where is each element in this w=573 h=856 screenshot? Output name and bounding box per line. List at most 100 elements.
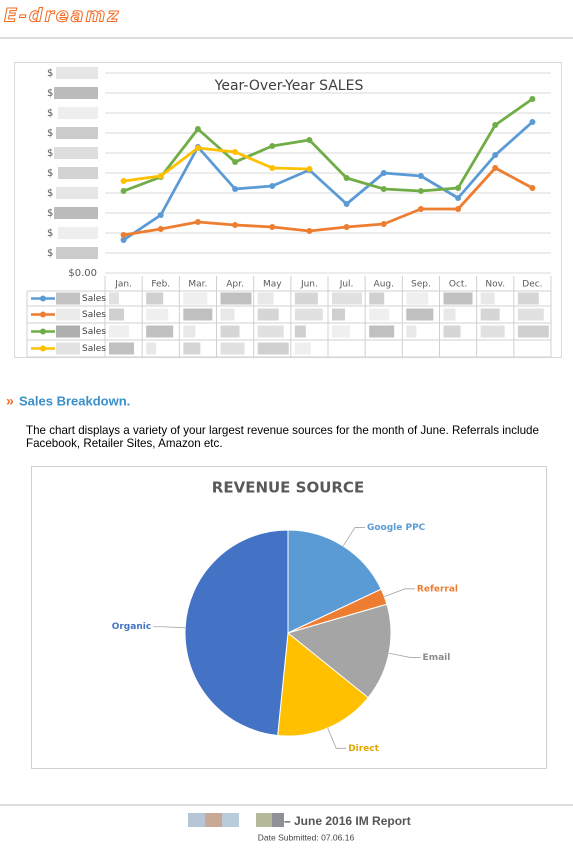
x-tick-label: Jun. [300, 280, 318, 290]
blurred-amount [58, 167, 98, 179]
data-point [492, 122, 499, 128]
blurred-cell [294, 292, 318, 305]
data-point [194, 145, 201, 151]
data-point [380, 170, 387, 176]
blurred-cell [369, 292, 385, 305]
blurred-cell [220, 308, 235, 321]
pie-slice [287, 529, 382, 634]
blurred-cell [517, 308, 544, 321]
data-point [157, 212, 164, 218]
blurred-cell [406, 292, 429, 305]
blurred-name [256, 813, 272, 827]
blurred-cell [480, 325, 505, 338]
blurred-amount [54, 207, 98, 219]
data-point [492, 165, 499, 171]
x-tick-label: Dec. [522, 280, 542, 290]
data-point [269, 224, 276, 230]
blurred-cell [146, 308, 169, 321]
blurred-amount [54, 87, 98, 99]
chart-title: Year-Over-Year SALES [214, 78, 364, 94]
legend-dot [40, 345, 46, 352]
x-tick-label: Jul. [339, 280, 354, 290]
y-tick-label: $ [47, 248, 53, 259]
data-point [232, 149, 239, 155]
blurred-cell [294, 325, 306, 338]
blurred-cell [257, 342, 289, 355]
y-tick-label: $ [47, 228, 53, 239]
x-tick-label: Feb. [151, 280, 170, 290]
data-point [120, 188, 127, 194]
y-tick-label: $ [47, 168, 53, 179]
blurred-amount [54, 147, 98, 159]
data-point [455, 206, 462, 212]
legend-label: Sales [82, 310, 106, 320]
blurred-cell [109, 325, 129, 338]
slice-label: Google PPC [367, 523, 426, 533]
y-tick-label: $ [47, 128, 53, 139]
series-line [123, 166, 534, 237]
data-point [232, 186, 239, 192]
data-point [380, 186, 387, 192]
data-point [529, 96, 536, 102]
x-tick-label: Apr. [226, 280, 244, 290]
data-point [380, 221, 387, 227]
legend-label: Sales [82, 327, 106, 337]
legend-label: Sales [82, 344, 106, 354]
blurred-cell [220, 342, 245, 355]
blurred-cell [480, 308, 500, 321]
blurred-cell [369, 308, 390, 321]
blurred-amount [58, 107, 98, 119]
data-point [343, 175, 350, 181]
blurred-cell [443, 292, 473, 305]
section-heading: Sales Breakdown. [19, 393, 130, 408]
data-point [194, 126, 201, 132]
blurred-cell [183, 292, 208, 305]
y-tick-label: $ [47, 208, 53, 219]
section-text-box: The chart displays a variety of your lar… [26, 424, 539, 450]
data-point [120, 232, 127, 238]
blurred-name [56, 308, 80, 321]
legend-dot [40, 311, 46, 318]
series-line [123, 97, 534, 193]
slice-label: Referral [417, 584, 458, 594]
data-point [157, 226, 164, 232]
x-tick-label: Sep. [411, 280, 431, 290]
blurred-cell [220, 325, 240, 338]
logo: E-dreamz [4, 5, 120, 27]
chart-title: REVENUE SOURCE [212, 479, 364, 497]
blurred-cell [146, 342, 157, 355]
legend-dot [40, 295, 46, 302]
data-point [269, 143, 276, 149]
blurred-cell [146, 325, 174, 338]
section-text: The chart displays a variety of your lar… [26, 424, 539, 450]
blurred-cell [332, 325, 350, 338]
footer-title: – June 2016 IM Report [284, 814, 411, 828]
blurred-amount [56, 67, 98, 79]
blurred-cell [443, 325, 461, 338]
data-point [269, 165, 276, 171]
blurred-cell [109, 292, 119, 305]
series-line [122, 120, 534, 242]
data-point [157, 173, 164, 179]
data-point [455, 185, 462, 191]
blurred-logo [222, 813, 239, 827]
blurred-cell [257, 292, 274, 305]
data-point [306, 137, 313, 143]
blurred-cell [332, 292, 362, 305]
data-point [343, 224, 350, 230]
x-tick-label: Jan. [114, 280, 132, 290]
y-tick-label: $ [47, 148, 53, 159]
blurred-amount [56, 127, 98, 139]
blurred-cell [294, 308, 323, 321]
blurred-cell [220, 292, 252, 305]
blurred-name [56, 292, 80, 305]
blurred-name [272, 813, 284, 827]
blurred-cell [406, 308, 434, 321]
data-point [529, 119, 536, 125]
blurred-name [56, 325, 80, 338]
blurred-amount [56, 187, 98, 199]
blurred-cell [183, 342, 201, 355]
blurred-cell [517, 325, 549, 338]
slice-label: Email [423, 653, 451, 663]
